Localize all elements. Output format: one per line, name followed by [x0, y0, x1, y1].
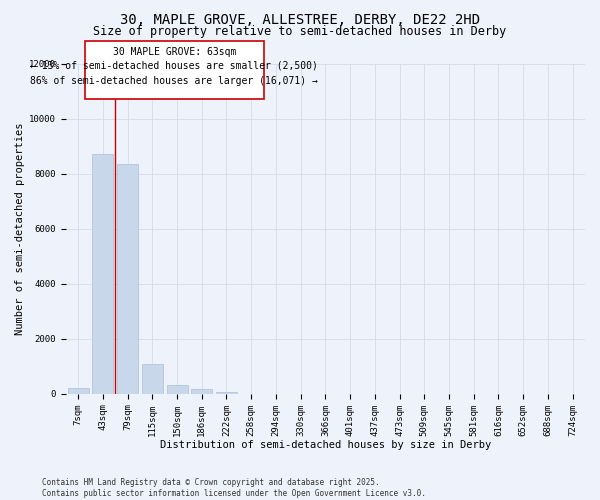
- Text: 30 MAPLE GROVE: 63sqm: 30 MAPLE GROVE: 63sqm: [113, 47, 236, 57]
- Text: Contains HM Land Registry data © Crown copyright and database right 2025.
Contai: Contains HM Land Registry data © Crown c…: [42, 478, 426, 498]
- Text: 30, MAPLE GROVE, ALLESTREE, DERBY, DE22 2HD: 30, MAPLE GROVE, ALLESTREE, DERBY, DE22 …: [120, 12, 480, 26]
- Text: ← 13% of semi-detached houses are smaller (2,500): ← 13% of semi-detached houses are smalle…: [31, 60, 318, 70]
- Bar: [117, 164, 138, 394]
- Bar: [92, 154, 113, 394]
- Bar: [142, 364, 163, 394]
- Bar: [216, 392, 237, 394]
- Y-axis label: Number of semi-detached properties: Number of semi-detached properties: [15, 122, 25, 335]
- FancyBboxPatch shape: [85, 42, 263, 100]
- Bar: [191, 389, 212, 394]
- Bar: [68, 388, 89, 394]
- Text: 86% of semi-detached houses are larger (16,071) →: 86% of semi-detached houses are larger (…: [31, 76, 318, 86]
- X-axis label: Distribution of semi-detached houses by size in Derby: Distribution of semi-detached houses by …: [160, 440, 491, 450]
- Bar: [167, 385, 188, 394]
- Text: Size of property relative to semi-detached houses in Derby: Size of property relative to semi-detach…: [94, 25, 506, 38]
